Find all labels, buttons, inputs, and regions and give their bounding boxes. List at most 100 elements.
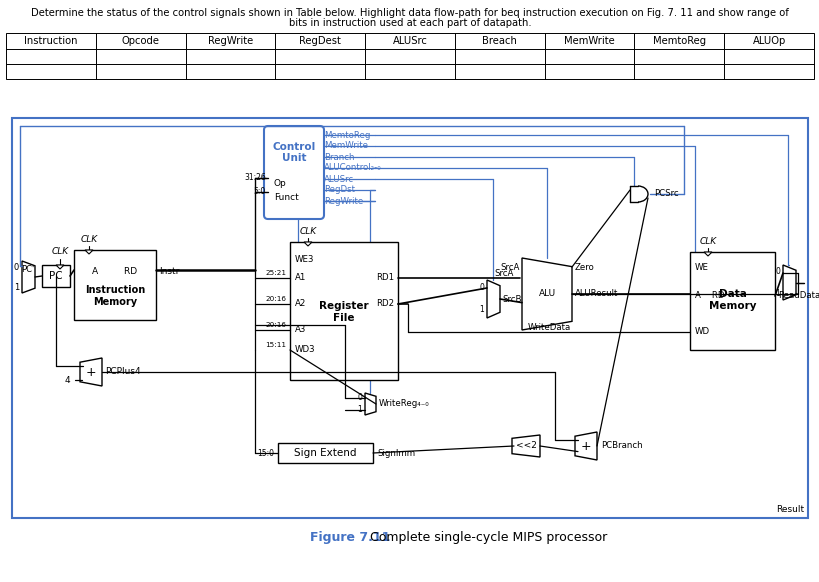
- Text: ALUOp: ALUOp: [752, 36, 785, 46]
- Text: Zero: Zero: [574, 264, 594, 272]
- Text: WriteData: WriteData: [527, 322, 570, 332]
- Text: CLK: CLK: [80, 236, 97, 244]
- Bar: [74, 250, 156, 320]
- Text: WE3: WE3: [295, 255, 314, 264]
- Text: A2: A2: [295, 300, 306, 308]
- Text: RD2: RD2: [375, 300, 393, 308]
- Text: Opcode: Opcode: [121, 36, 160, 46]
- Text: ALUControl₂-₀: ALUControl₂-₀: [324, 164, 382, 172]
- Text: SignImm: SignImm: [377, 449, 414, 457]
- Text: Register: Register: [319, 301, 369, 311]
- Text: A         RD: A RD: [93, 268, 138, 276]
- Text: MemWrite: MemWrite: [563, 36, 614, 46]
- Text: CLK: CLK: [699, 237, 716, 247]
- Text: WriteReg₄₋₀: WriteReg₄₋₀: [378, 399, 429, 409]
- Text: File: File: [333, 313, 355, 323]
- Text: Determine the status of the control signals shown in Table below. Highlight data: Determine the status of the control sign…: [31, 8, 788, 18]
- Text: Figure 7.11: Figure 7.11: [310, 531, 390, 545]
- Text: 15:0: 15:0: [256, 449, 274, 457]
- Text: 1: 1: [14, 282, 19, 292]
- Text: Breach: Breach: [482, 36, 517, 46]
- Polygon shape: [704, 252, 711, 256]
- Text: 1: 1: [357, 406, 361, 414]
- Text: MemWrite: MemWrite: [324, 141, 368, 151]
- Text: 20:16: 20:16: [265, 296, 286, 302]
- Polygon shape: [85, 250, 93, 254]
- Polygon shape: [511, 435, 540, 457]
- Text: RegDest: RegDest: [299, 36, 341, 46]
- Text: 0: 0: [478, 283, 483, 293]
- Text: 15:11: 15:11: [265, 342, 286, 348]
- Text: Instruction: Instruction: [85, 285, 145, 295]
- Text: WD3: WD3: [295, 346, 315, 354]
- Text: 5:0: 5:0: [253, 187, 265, 197]
- Text: 1: 1: [478, 304, 483, 314]
- Text: 1: 1: [774, 289, 779, 297]
- Text: +: +: [85, 365, 96, 378]
- Text: WE: WE: [695, 264, 708, 272]
- Text: Memory: Memory: [93, 297, 137, 307]
- Text: <<2: <<2: [515, 442, 536, 450]
- Bar: [42, 265, 70, 287]
- Polygon shape: [22, 261, 35, 293]
- Bar: [6, 33, 813, 79]
- Polygon shape: [574, 432, 596, 460]
- Text: Unit: Unit: [282, 153, 305, 163]
- Text: Instruction: Instruction: [24, 36, 78, 46]
- Text: bits in instruction used at each part of datapath.: bits in instruction used at each part of…: [288, 18, 531, 28]
- Text: A3: A3: [295, 325, 306, 335]
- Text: Data: Data: [717, 289, 745, 299]
- Text: 31:26: 31:26: [244, 173, 265, 183]
- Text: PC': PC': [20, 264, 34, 274]
- Polygon shape: [304, 242, 311, 246]
- Polygon shape: [522, 258, 572, 330]
- Text: PCBranch: PCBranch: [600, 442, 642, 450]
- Text: ALUResult: ALUResult: [574, 289, 618, 299]
- Text: Memory: Memory: [708, 301, 755, 311]
- Text: RegWrite: RegWrite: [324, 197, 363, 205]
- Text: ReadData: ReadData: [777, 292, 819, 300]
- Text: Funct: Funct: [274, 193, 298, 201]
- Bar: [689, 252, 774, 350]
- Text: MemtoReg: MemtoReg: [324, 130, 370, 140]
- Text: CLK: CLK: [299, 228, 316, 236]
- Text: ALUSrc: ALUSrc: [324, 175, 354, 183]
- Text: Control: Control: [272, 142, 315, 152]
- Text: Op: Op: [274, 179, 287, 187]
- Text: 4: 4: [65, 376, 70, 385]
- Text: SrcA: SrcA: [500, 264, 519, 272]
- Text: 0: 0: [14, 262, 19, 271]
- Text: RegDst: RegDst: [324, 186, 355, 194]
- Text: A1: A1: [295, 274, 306, 282]
- Text: +: +: [580, 439, 590, 452]
- Polygon shape: [782, 265, 795, 300]
- Text: ALUSrc: ALUSrc: [392, 36, 427, 46]
- Text: SrcB: SrcB: [501, 294, 521, 303]
- Polygon shape: [56, 265, 64, 269]
- Polygon shape: [364, 393, 376, 415]
- Text: PCPlus4: PCPlus4: [105, 367, 140, 377]
- Text: RegWrite: RegWrite: [207, 36, 253, 46]
- Text: PCSrc: PCSrc: [654, 190, 678, 198]
- Text: SrcA: SrcA: [494, 268, 513, 278]
- Polygon shape: [486, 280, 500, 318]
- Bar: [12, 118, 807, 518]
- FancyBboxPatch shape: [629, 186, 641, 202]
- Text: Result: Result: [775, 506, 803, 514]
- Text: WD: WD: [695, 328, 709, 336]
- Bar: [290, 242, 397, 380]
- Text: Sign Extend: Sign Extend: [294, 448, 356, 458]
- Text: A    RD: A RD: [695, 292, 724, 300]
- Text: 0: 0: [357, 393, 361, 403]
- Polygon shape: [80, 358, 102, 386]
- Text: MemtoReg: MemtoReg: [652, 36, 705, 46]
- Text: Branch: Branch: [324, 152, 354, 161]
- Text: PC: PC: [49, 271, 63, 281]
- Text: 25:21: 25:21: [265, 270, 286, 276]
- FancyBboxPatch shape: [264, 126, 324, 219]
- Text: 0: 0: [774, 268, 779, 276]
- Text: ALU: ALU: [538, 289, 555, 299]
- Text: 20:16: 20:16: [265, 322, 286, 328]
- Bar: [278, 443, 373, 463]
- Text: CLK: CLK: [52, 247, 69, 255]
